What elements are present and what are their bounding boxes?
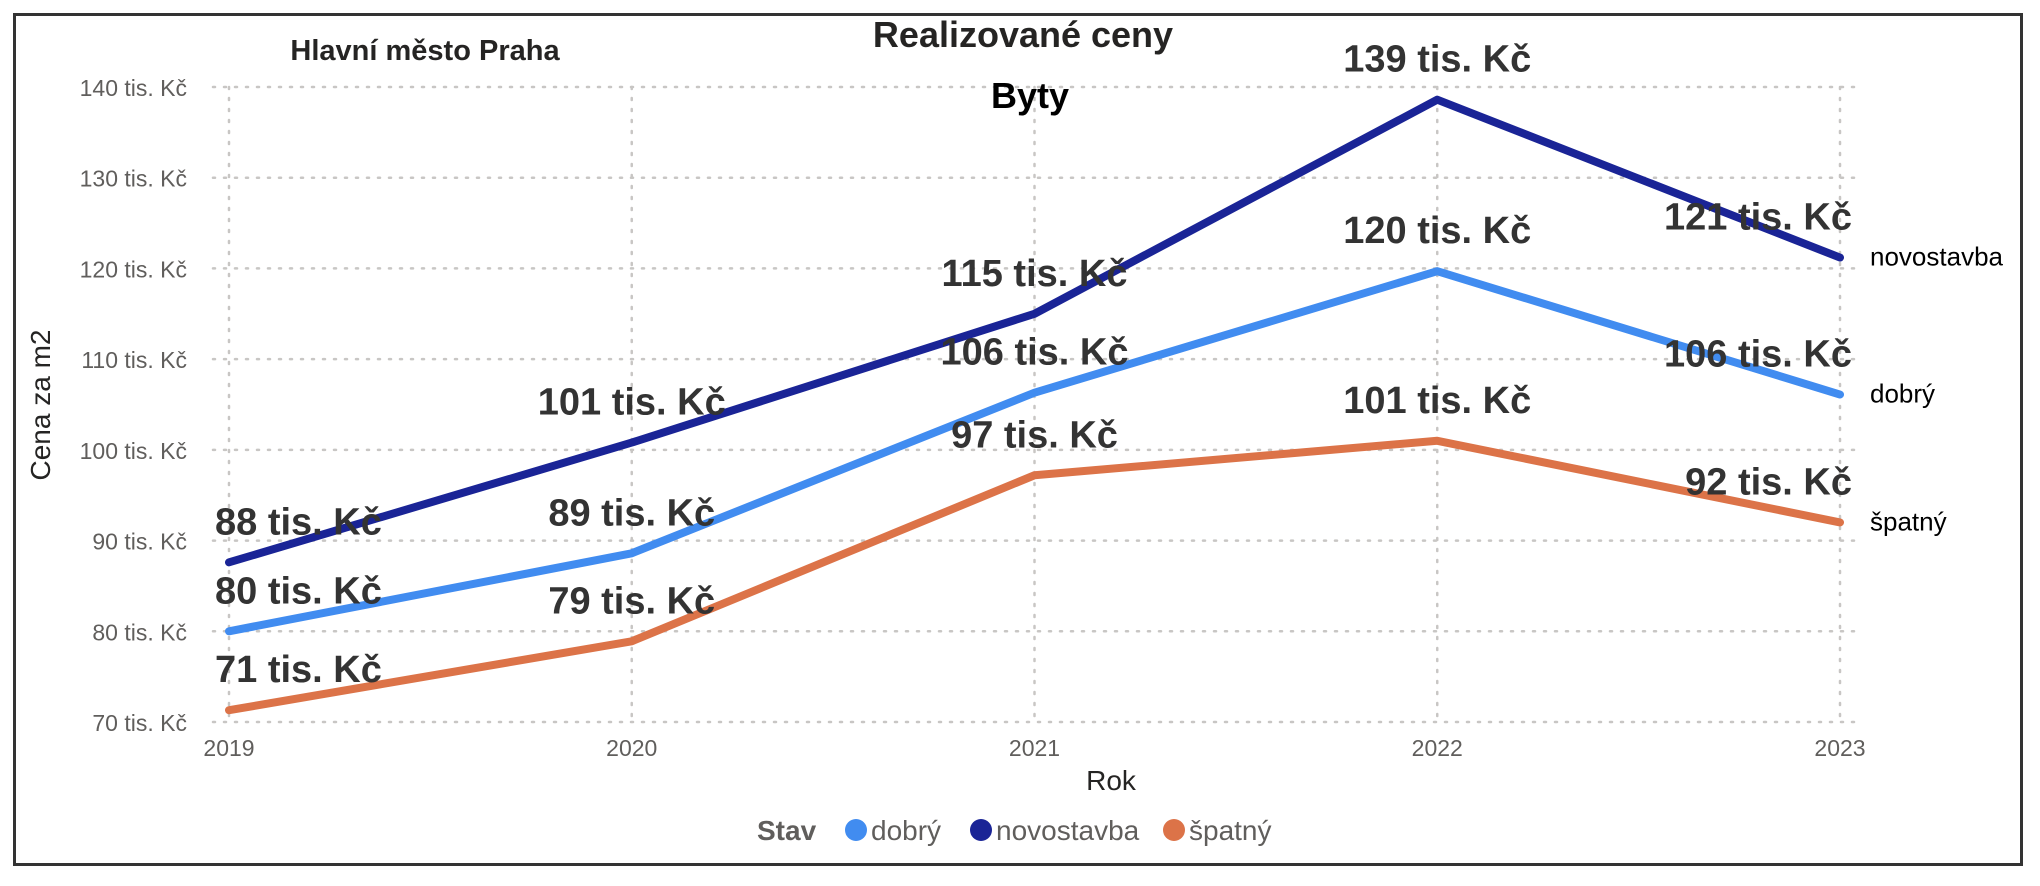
region-label: Hlavní město Praha	[290, 35, 560, 67]
data-label: 80 tis. Kč	[215, 570, 382, 612]
y-tick-label: 80 tis. Kč	[92, 619, 187, 645]
series-line-dobrý	[225, 267, 1844, 636]
x-tick-label: 2019	[203, 735, 254, 761]
chart-title: Realizované ceny	[873, 14, 1173, 55]
chart-frame	[13, 13, 2023, 866]
x-axis-title: Rok	[1086, 765, 1137, 796]
series-end-label-špatný: špatný	[1870, 506, 1947, 536]
data-label: 101 tis. Kč	[538, 382, 726, 424]
y-axis-title: Cena za m2	[25, 330, 56, 481]
data-label: 79 tis. Kč	[548, 580, 715, 622]
chart-subtitle: Byty	[991, 75, 1069, 116]
series-end-label-novostavba: novostavba	[1870, 242, 2004, 272]
series-line-novostavba	[225, 95, 1844, 567]
data-label: 115 tis. Kč	[942, 253, 1128, 295]
series-lines	[225, 95, 1844, 715]
legend-swatch-novostavba	[970, 819, 992, 841]
y-tick-label: 110 tis. Kč	[81, 347, 187, 373]
data-label: 97 tis. Kč	[951, 414, 1118, 456]
data-label: 106 tis. Kč	[941, 332, 1129, 374]
legend-label-špatný: špatný	[1189, 815, 1272, 846]
legend-swatch-dobrý	[845, 819, 867, 841]
data-label: 89 tis. Kč	[548, 492, 715, 534]
data-label: 120 tis. Kč	[1343, 210, 1531, 252]
y-axis-ticks: 70 tis. Kč 80 tis. Kč 90 tis. Kč 100 tis. K…	[80, 75, 187, 736]
grid-layer	[211, 85, 1860, 724]
data-label: 121 tis. Kč	[1664, 197, 1852, 239]
data-label: 101 tis. Kč	[1343, 380, 1531, 422]
x-tick-label: 2022	[1412, 735, 1463, 761]
x-tick-label: 2021	[1009, 735, 1060, 761]
x-tick-label: 2023	[1814, 735, 1865, 761]
data-label: 92 tis. Kč	[1685, 461, 1852, 503]
y-tick-label: 100 tis. Kč	[80, 438, 187, 464]
y-tick-label: 140 tis. Kč	[80, 75, 187, 101]
y-tick-label: 70 tis. Kč	[92, 710, 187, 736]
x-tick-label: 2020	[606, 735, 657, 761]
legend-label-dobrý: dobrý	[871, 815, 941, 846]
data-labels: 80 tis. Kč 89 tis. Kč 106 tis. Kč 120 tis. …	[215, 39, 1852, 692]
y-tick-label: 120 tis. Kč	[80, 256, 187, 282]
x-axis-ticks: 2019 2020 2021 2022 2023	[203, 735, 1865, 761]
y-tick-label: 90 tis. Kč	[92, 529, 187, 555]
series-line-špatný	[225, 436, 1844, 715]
legend-swatch-špatný	[1163, 819, 1185, 841]
data-label: 106 tis. Kč	[1664, 334, 1852, 376]
legend-title: Stav	[757, 815, 817, 846]
series-end-labels: dobrý novostavba špatný	[1870, 242, 2004, 537]
data-label: 139 tis. Kč	[1343, 39, 1531, 81]
y-tick-label: 130 tis. Kč	[80, 166, 187, 192]
legend-label-novostavba: novostavba	[996, 815, 1140, 846]
series-end-label-dobrý: dobrý	[1870, 379, 1935, 409]
data-label: 88 tis. Kč	[215, 501, 382, 543]
legend: Stav dobrý novostavba špatný	[757, 815, 1272, 846]
data-label: 71 tis. Kč	[215, 649, 382, 691]
